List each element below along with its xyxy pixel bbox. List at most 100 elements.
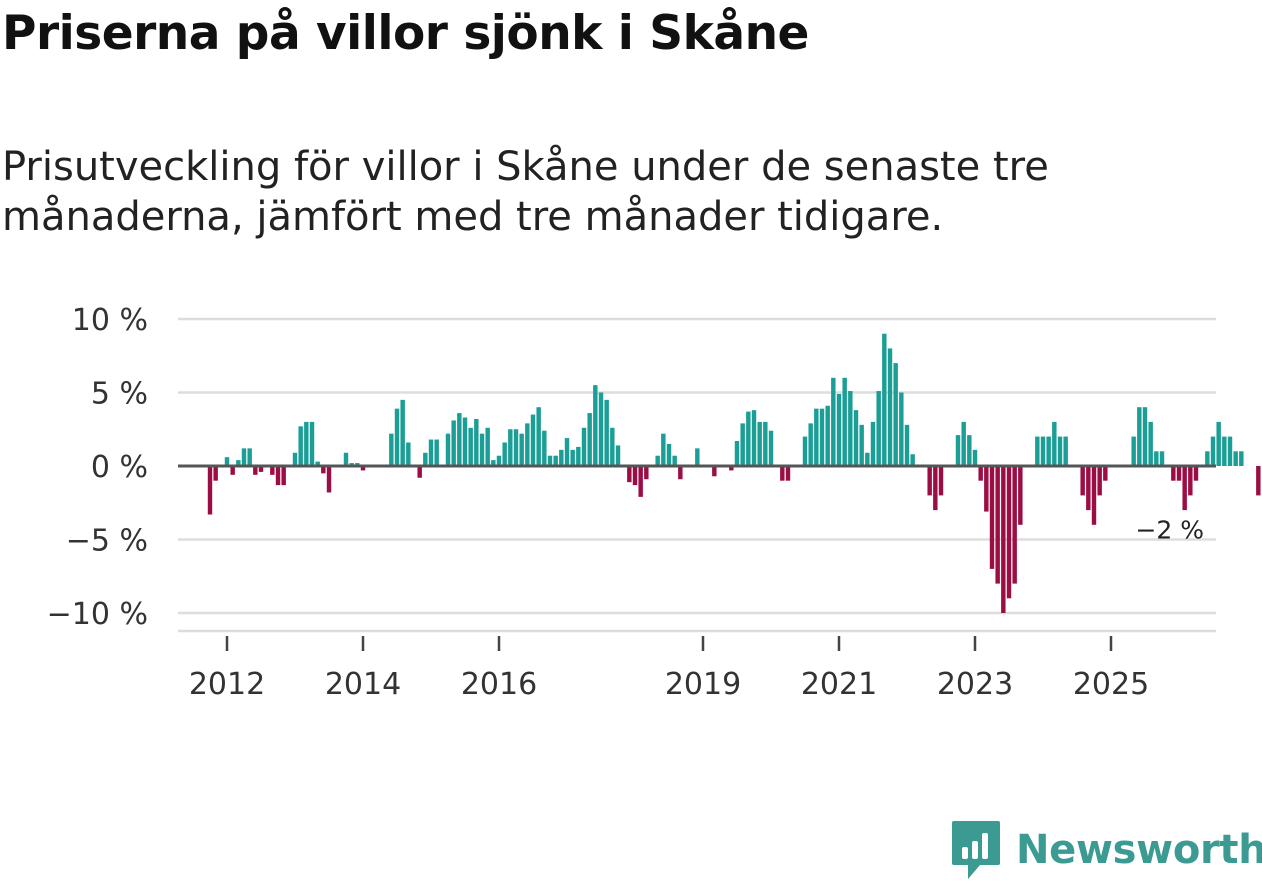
bar (423, 452, 428, 466)
bar (808, 423, 813, 466)
bar (1239, 451, 1244, 466)
bar (831, 377, 836, 466)
newsworthy-logo[interactable]: Newsworthy (950, 818, 1262, 882)
bar (1216, 421, 1221, 466)
bar (519, 433, 524, 466)
bar (270, 466, 275, 475)
bar (1046, 436, 1051, 466)
bar (1018, 466, 1023, 525)
bar (576, 446, 581, 466)
bar (542, 430, 547, 466)
bar (1210, 436, 1216, 466)
bar (230, 466, 235, 475)
bar (428, 439, 434, 466)
bar (241, 448, 247, 466)
bar (1006, 466, 1012, 599)
bar (326, 466, 332, 493)
bar (1086, 466, 1091, 511)
bar (496, 455, 502, 466)
bar (491, 460, 496, 466)
bar (927, 466, 932, 496)
bar (933, 466, 938, 511)
bar (734, 441, 740, 466)
bar (876, 391, 881, 466)
bar (485, 427, 490, 466)
bar (995, 466, 1000, 584)
x-tick-label: 2025 (1073, 667, 1149, 702)
bar (825, 405, 830, 466)
bar (468, 427, 473, 466)
bar (1080, 466, 1085, 496)
bar (587, 413, 592, 466)
bar (740, 423, 745, 466)
bar (1182, 466, 1187, 511)
bar (712, 466, 717, 477)
bar (1233, 451, 1238, 466)
bar (1057, 436, 1063, 466)
chart-title: Priserna på villor sjönk i Skåne (2, 6, 809, 61)
bar (666, 443, 672, 466)
bar (479, 433, 485, 466)
bar (955, 435, 961, 466)
bar (910, 454, 915, 466)
bar (644, 466, 649, 480)
bar (253, 466, 258, 475)
bar (785, 466, 791, 481)
bar (972, 449, 978, 466)
bar (989, 466, 995, 569)
bar (298, 426, 303, 466)
bar (581, 427, 587, 466)
bar (1040, 436, 1046, 466)
y-tick-label: 0 % (91, 450, 148, 485)
bar (763, 421, 768, 466)
bar (275, 466, 281, 486)
bar (1188, 466, 1193, 496)
bar (547, 455, 553, 466)
bar (865, 452, 870, 466)
bar (1171, 466, 1176, 481)
bar (984, 466, 989, 512)
bar (859, 424, 864, 466)
bar (281, 466, 286, 486)
bar (236, 460, 241, 466)
bar (678, 466, 683, 480)
bar (978, 466, 983, 481)
bar (899, 392, 904, 466)
bar (564, 438, 570, 466)
bar (1159, 451, 1165, 466)
bar (938, 466, 944, 496)
bar (695, 448, 700, 466)
bar (1148, 421, 1153, 466)
bar (598, 392, 604, 466)
bar (530, 414, 536, 466)
bar (604, 399, 609, 466)
y-tick-label: −5 % (66, 524, 148, 559)
bar (882, 333, 887, 466)
bar (417, 466, 422, 478)
bar (536, 407, 541, 466)
x-tick-label: 2021 (801, 667, 877, 702)
bar (513, 429, 519, 466)
bar (1012, 466, 1017, 584)
bar (638, 466, 643, 497)
bar (1131, 436, 1136, 466)
bar (842, 377, 847, 466)
bar (655, 455, 660, 466)
bar (967, 435, 972, 466)
bar (434, 439, 439, 466)
bar (247, 448, 252, 466)
bar (887, 348, 893, 466)
bar (451, 420, 456, 466)
bar (961, 421, 966, 466)
bar (1097, 466, 1102, 496)
x-tick-label: 2016 (461, 667, 537, 702)
bar (610, 427, 615, 466)
bar (836, 393, 842, 466)
chart-subtitle: Prisutveckling för villor i Skåne under … (2, 144, 1049, 240)
bar (553, 455, 558, 466)
bar (1193, 466, 1199, 481)
bar (445, 433, 451, 466)
axis-labels: 10 % 5 % 0 % −5 % −10 % 2012 2014 2016 2019 2021 2… (47, 303, 1150, 702)
bar (360, 466, 366, 471)
bar (768, 430, 774, 466)
